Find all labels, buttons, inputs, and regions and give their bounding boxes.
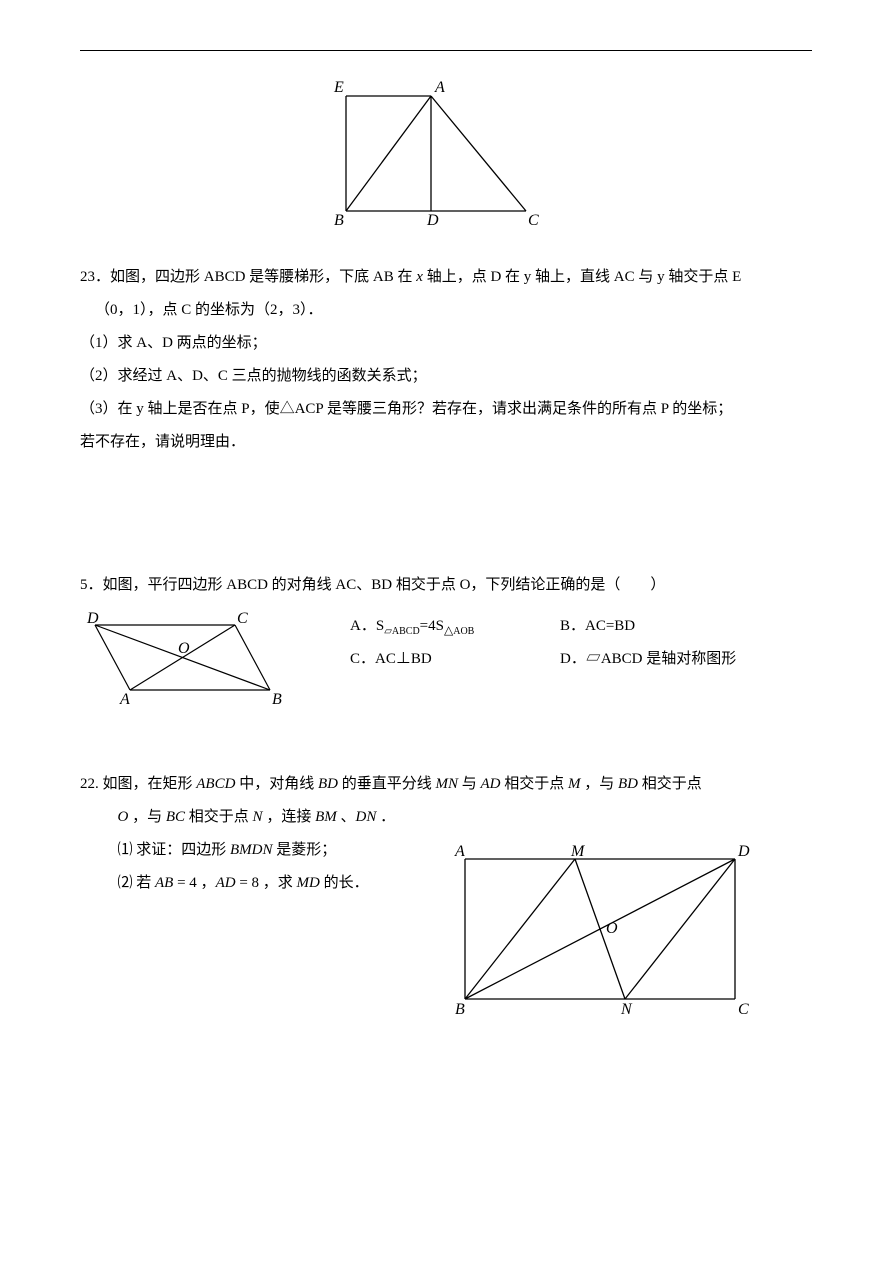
text: A．S bbox=[350, 618, 384, 634]
svg-text:A: A bbox=[454, 843, 465, 860]
text: = 4 ， bbox=[173, 875, 215, 891]
var: MN bbox=[435, 776, 458, 792]
q22-layout: ⑴ 求证：四边形 BMDN 是菱形； ⑵ 若 AB = 4 ，AD = 8 ，求… bbox=[80, 834, 812, 1029]
opt-row-1: A．S▱ABCD=4S△AOB B．AC=BD bbox=[350, 610, 812, 643]
q23-line5: （3）在 y 轴上是否在点 P，使△ACP 是等腰三角形？若存在，请求出满足条件… bbox=[80, 393, 812, 426]
var: M bbox=[568, 776, 581, 792]
q5-options: A．S▱ABCD=4S△AOB B．AC=BD C．AC⊥BD D．▱ABCD … bbox=[290, 610, 812, 676]
text: =4S bbox=[420, 618, 444, 634]
option-c: C．AC⊥BD bbox=[350, 643, 560, 676]
q23-line2: （0，1），点 C 的坐标为（2，3）． bbox=[80, 294, 812, 327]
var: ABCD bbox=[196, 776, 235, 792]
option-b: B．AC=BD bbox=[560, 610, 635, 643]
svg-text:B: B bbox=[455, 1001, 465, 1018]
opt-row-2: C．AC⊥BD D．▱ABCD 是轴对称图形 bbox=[350, 643, 812, 676]
figure-3-wrap: A M D B N C O bbox=[440, 834, 812, 1029]
text: 是菱形； bbox=[273, 842, 337, 858]
q23-line6: 若不存在，请说明理由． bbox=[80, 426, 812, 459]
svg-text:D: D bbox=[86, 610, 99, 627]
text: ． bbox=[376, 809, 395, 825]
text: 、 bbox=[337, 809, 356, 825]
q23-line4: （2）求经过 A、D、C 三点的抛物线的函数关系式； bbox=[80, 360, 812, 393]
svg-text:M: M bbox=[570, 843, 586, 860]
svg-text:E: E bbox=[333, 79, 344, 96]
svg-text:O: O bbox=[606, 920, 618, 937]
var: BM bbox=[315, 809, 337, 825]
text: 相交于点 bbox=[638, 776, 702, 792]
q22-line1: 22. 如图，在矩形 ABCD 中，对角线 BD 的垂直平分线 MN 与 AD … bbox=[80, 768, 812, 801]
text: ，连接 bbox=[263, 809, 316, 825]
var: BD bbox=[618, 776, 638, 792]
spacer bbox=[80, 459, 812, 569]
text: 与 bbox=[458, 776, 481, 792]
q23-text: 23．如图，四边形 ABCD 是等腰梯形，下底 AB 在 bbox=[80, 269, 416, 285]
svg-text:N: N bbox=[620, 1001, 633, 1018]
var-x: x bbox=[416, 269, 423, 285]
svg-text:A: A bbox=[119, 691, 130, 705]
var: DN bbox=[356, 809, 377, 825]
q22-subparts: ⑴ 求证：四边形 BMDN 是菱形； ⑵ 若 AB = 4 ，AD = 8 ，求… bbox=[80, 834, 440, 900]
text: ⑴ 求证：四边形 bbox=[118, 842, 231, 858]
svg-text:B: B bbox=[272, 691, 282, 705]
q5-row: D C A B O A．S▱ABCD=4S△AOB B．AC=BD C．AC⊥BD D．… bbox=[80, 610, 812, 710]
svg-text:D: D bbox=[737, 843, 750, 860]
var: AD bbox=[216, 875, 236, 891]
q5-lead: 5．如图，平行四边形 ABCD 的对角线 AC、BD 相交于点 O，下列结论正确… bbox=[80, 569, 812, 602]
var: AD bbox=[480, 776, 500, 792]
q22-line2: O ，与 BC 相交于点 N ，连接 BM 、DN ． bbox=[80, 801, 812, 834]
text: ，与 bbox=[128, 809, 166, 825]
q22-p1: ⑴ 求证：四边形 BMDN 是菱形； bbox=[80, 834, 440, 867]
var: BMDN bbox=[230, 842, 273, 858]
var: N bbox=[253, 809, 263, 825]
text: 22. 如图，在矩形 bbox=[80, 776, 196, 792]
spacer bbox=[80, 710, 812, 750]
text: 相交于点 bbox=[500, 776, 568, 792]
option-d: D．▱ABCD 是轴对称图形 bbox=[560, 643, 736, 676]
option-a: A．S▱ABCD=4S△AOB bbox=[350, 610, 560, 643]
text: 相交于点 bbox=[185, 809, 253, 825]
figure-1-wrap: E A B D C bbox=[80, 76, 812, 231]
q23-text: 轴上，点 D 在 y 轴上，直线 AC 与 y 轴交于点 E bbox=[423, 269, 741, 285]
subscript: ▱ABCD bbox=[384, 626, 419, 637]
text: 的垂直平分线 bbox=[338, 776, 436, 792]
triangle-symbol: △ bbox=[444, 623, 453, 637]
subscript: AOB bbox=[453, 626, 474, 637]
svg-text:C: C bbox=[738, 1001, 749, 1018]
var: O bbox=[118, 809, 129, 825]
figure-1: E A B D C bbox=[331, 76, 561, 226]
var: BC bbox=[166, 809, 185, 825]
q23-line3: （1）求 A、D 两点的坐标； bbox=[80, 327, 812, 360]
text: = 8 ，求 bbox=[236, 875, 297, 891]
var: BD bbox=[318, 776, 338, 792]
text: 中，对角线 bbox=[235, 776, 318, 792]
q23-line1: 23．如图，四边形 ABCD 是等腰梯形，下底 AB 在 x 轴上，点 D 在 … bbox=[80, 261, 812, 294]
svg-text:D: D bbox=[426, 212, 439, 226]
figure-2: D C A B O bbox=[80, 610, 290, 705]
text: ⑵ 若 bbox=[118, 875, 156, 891]
q22-p2: ⑵ 若 AB = 4 ，AD = 8 ，求 MD 的长． bbox=[80, 867, 440, 900]
text: ，与 bbox=[581, 776, 619, 792]
figure-3: A M D B N C O bbox=[440, 834, 760, 1024]
page: EABDC 23．如图，四边形 ABCD 是等腰梯形，下底 AB 在 x 轴上，… bbox=[0, 0, 892, 1109]
text: 的长． bbox=[320, 875, 369, 891]
figure-2-wrap: D C A B O bbox=[80, 610, 290, 710]
top-rule bbox=[80, 50, 812, 51]
svg-text:B: B bbox=[334, 212, 344, 226]
svg-text:C: C bbox=[528, 212, 539, 226]
var: MD bbox=[297, 875, 320, 891]
svg-text:O: O bbox=[178, 640, 190, 657]
svg-text:A: A bbox=[434, 79, 445, 96]
var: AB bbox=[155, 875, 173, 891]
svg-text:C: C bbox=[237, 610, 248, 627]
